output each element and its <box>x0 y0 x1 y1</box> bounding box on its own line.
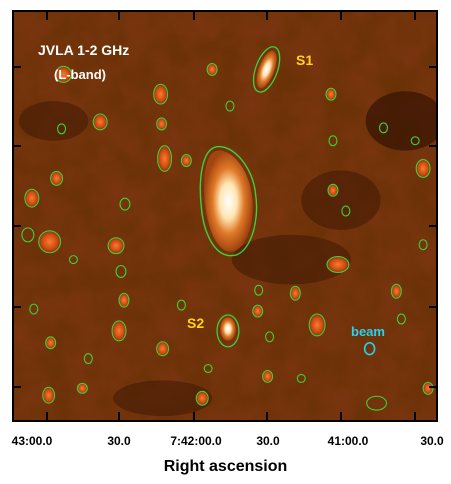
source-s2 <box>216 314 240 348</box>
image-title-line1: JVLA 1-2 GHz <box>38 42 130 58</box>
source-s2-label: S2 <box>187 315 205 331</box>
source-s1-label: S1 <box>296 52 314 68</box>
source-s1 <box>252 46 281 93</box>
image-title-line2: (L-band) <box>54 67 106 82</box>
x-tick-label: 7:42:00.0 <box>170 434 222 448</box>
beam-label: beam <box>351 324 385 339</box>
radio-image-frame: JVLA 1-2 GHz (L-band) S1 S2 beam <box>12 10 438 422</box>
x-tick-label: 41:00.0 <box>327 434 369 448</box>
x-tick-label: 43:00.0 <box>11 434 53 448</box>
x-axis-label: Right ascension <box>163 458 288 475</box>
x-tick-label: 30.0 <box>256 434 280 448</box>
faint-contours <box>21 100 428 411</box>
x-tick-label: 30.0 <box>420 434 444 448</box>
compact-sources <box>24 62 434 406</box>
central-radio-source <box>199 145 258 257</box>
radio-sky-map <box>14 12 436 420</box>
beam-ellipse <box>363 341 376 356</box>
x-tick-label: 30.0 <box>107 434 131 448</box>
